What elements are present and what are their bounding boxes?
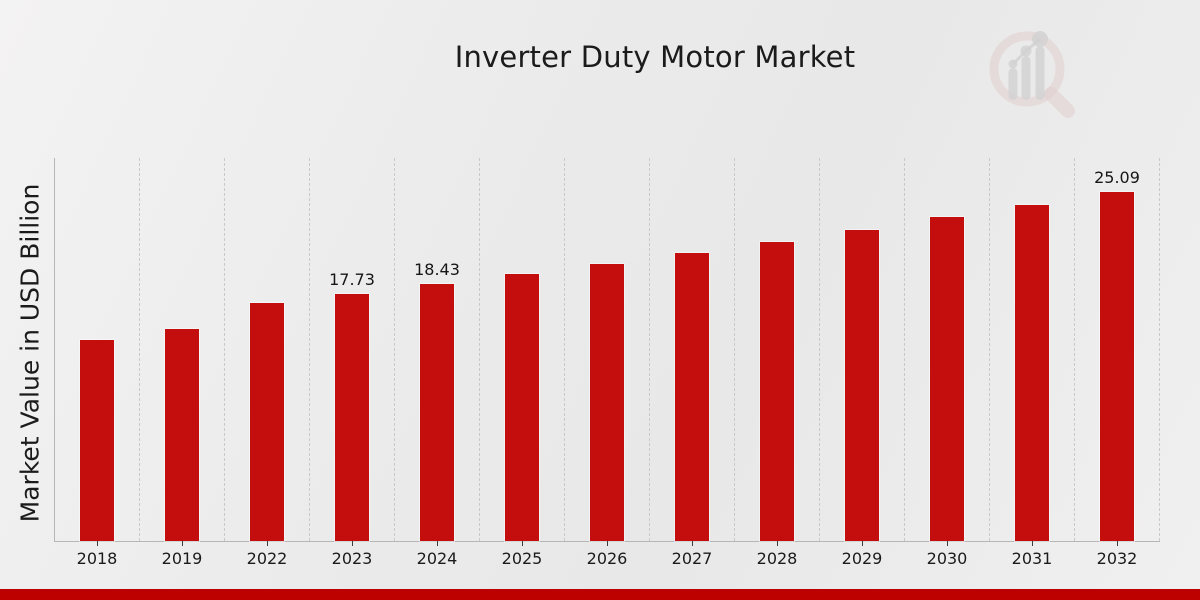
category-cell-2027: 2027 <box>650 158 735 568</box>
bar-2032 <box>1100 192 1134 541</box>
x-axis-tick-2028 <box>777 541 778 546</box>
category-cell-2025: 2025 <box>480 158 565 568</box>
x-axis-tick-2022 <box>267 541 268 546</box>
bar-2028 <box>760 242 794 541</box>
category-cell-2026: 2026 <box>565 158 650 568</box>
x-axis-tick-2019 <box>182 541 183 546</box>
category-cell-2024: 18.43 2024 <box>395 158 480 568</box>
x-axis-tick-2027 <box>692 541 693 546</box>
category-cell-2029: 2029 <box>820 158 905 568</box>
x-tick-label-2029: 2029 <box>841 549 883 568</box>
bar-2031 <box>1015 205 1049 541</box>
bar-2029 <box>845 230 879 541</box>
x-tick-label-2018: 2018 <box>76 549 118 568</box>
bar-2019 <box>165 329 199 541</box>
category-cell-2031: 2031 <box>990 158 1075 568</box>
x-axis-tick-2030 <box>947 541 948 546</box>
x-axis-tick-2031 <box>1032 541 1033 546</box>
x-tick-label-2025: 2025 <box>501 549 543 568</box>
category-cell-2023: 17.73 2023 <box>310 158 395 568</box>
category-cell-2019: 2019 <box>140 158 225 568</box>
x-tick-label-2022: 2022 <box>246 549 288 568</box>
x-axis-tick-2025 <box>522 541 523 546</box>
x-tick-label-2019: 2019 <box>161 549 203 568</box>
x-axis-tick-2026 <box>607 541 608 546</box>
bar-2022 <box>250 303 284 541</box>
x-tick-label-2028: 2028 <box>756 549 798 568</box>
x-tick-label-2023: 2023 <box>331 549 373 568</box>
category-cell-2030: 2030 <box>905 158 990 568</box>
bar-2024 <box>420 284 454 541</box>
category-cell-2018: 2018 <box>55 158 140 568</box>
x-tick-label-2027: 2027 <box>671 549 713 568</box>
bar-2025 <box>505 274 539 541</box>
x-axis-tick-2024 <box>437 541 438 546</box>
bar-2027 <box>675 253 709 541</box>
x-tick-label-2032: 2032 <box>1096 549 1138 568</box>
chart-title: Inverter Duty Motor Market <box>454 40 856 74</box>
x-axis-tick-2032 <box>1117 541 1118 546</box>
category-cell-2028: 2028 <box>735 158 820 568</box>
bar-value-label-2024: 18.43 <box>414 260 460 279</box>
bar-value-label-2032: 25.09 <box>1094 168 1140 187</box>
x-axis-tick-2023 <box>352 541 353 546</box>
bar-2030 <box>930 217 964 541</box>
magnifier-barchart-logo-icon <box>989 31 1075 118</box>
x-tick-label-2024: 2024 <box>416 549 458 568</box>
x-tick-label-2030: 2030 <box>926 549 968 568</box>
bar-2018 <box>80 340 114 541</box>
category-cell-2022: 2022 <box>225 158 310 568</box>
x-axis-tick-2029 <box>862 541 863 546</box>
bar-value-label-2023: 17.73 <box>329 270 375 289</box>
footer-red-band <box>0 589 1200 600</box>
bar-2023 <box>335 294 369 541</box>
x-tick-label-2026: 2026 <box>586 549 628 568</box>
x-tick-label-2031: 2031 <box>1011 549 1053 568</box>
x-axis-tick-2018 <box>97 541 98 546</box>
y-axis-label: Market Value in USD Billion <box>15 183 45 523</box>
category-cell-2032: 25.09 2032 <box>1075 158 1160 568</box>
bar-2026 <box>590 264 624 541</box>
plot-area: 2018 2019 2022 17.73 2023 18.43 2024 2025 2026 20… <box>54 158 1160 568</box>
